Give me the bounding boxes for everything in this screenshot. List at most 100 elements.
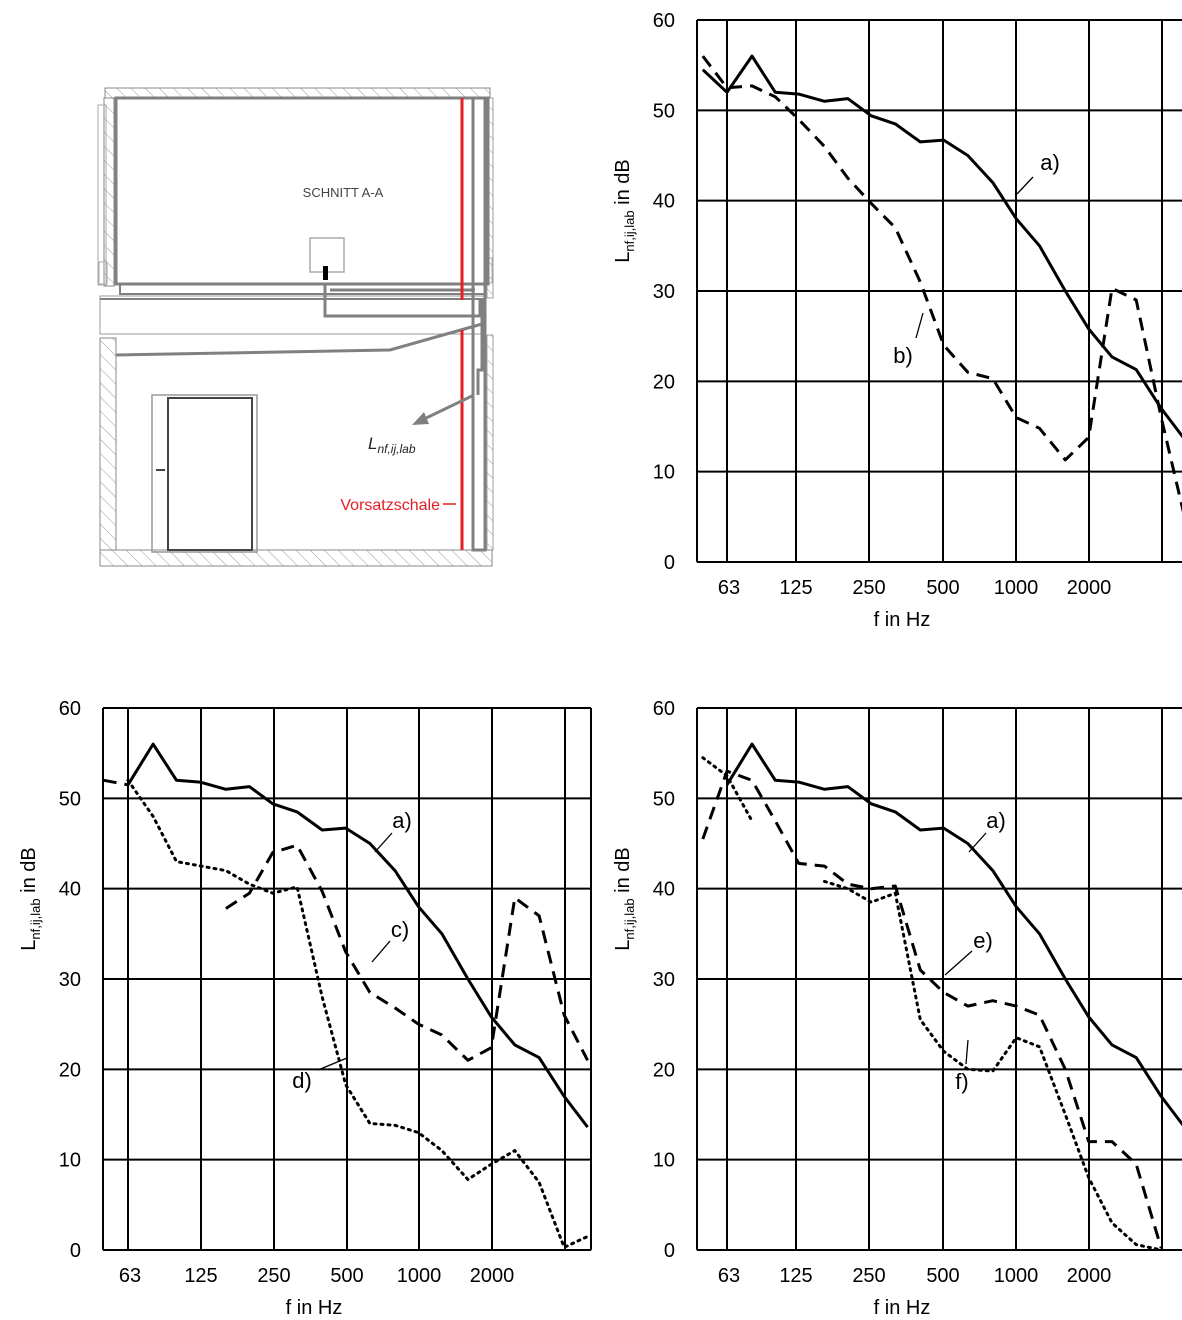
series-line-b (701, 55, 1182, 513)
left-window-lower (98, 261, 108, 285)
annotation-label-a: a) (986, 808, 1006, 833)
chart-panel-2: 0 10 20 30 40 50 60 63 125 250 500 1000 2000 f in Hz L… (18, 698, 592, 1319)
annotation-label-a: a) (1040, 150, 1060, 175)
y-axis-label-main: L (612, 940, 634, 951)
annotation-label-f: f) (955, 1069, 968, 1094)
x-axis-label: f in Hz (874, 609, 931, 631)
x-axis-label: f in Hz (286, 1297, 343, 1319)
series-line-d (126, 778, 590, 1249)
x-tick-label: 63 (718, 1265, 740, 1287)
y-axis-label-subscript: nf,ij,lab (622, 210, 637, 251)
y-tick-label: 30 (653, 281, 675, 303)
chart-panel-1: 0 10 20 30 40 50 60 63 125 250 500 1000 2000 f in Hz L… (612, 10, 1182, 631)
door-frame (151, 394, 258, 553)
annotation-leader (944, 950, 973, 976)
annotation-label-d: d) (292, 1068, 312, 1093)
annotation-leader (1016, 176, 1034, 195)
y-tick-label: 50 (59, 788, 81, 810)
x-tick-label: 250 (852, 1265, 885, 1287)
y-axis-label-main: L (18, 940, 40, 951)
y-tick-label: 10 (653, 462, 675, 484)
x-tick-label: 1000 (397, 1265, 442, 1287)
annotation-leader (915, 312, 924, 339)
x-tick-label: 125 (779, 1265, 812, 1287)
x-tick-label: 500 (330, 1265, 363, 1287)
section-label: SCHNITT A-A (303, 185, 384, 200)
annotation-label-e: e) (973, 928, 993, 953)
x-tick-label: 250 (852, 577, 885, 599)
series-line-a (725, 742, 1182, 1127)
annotation-leader (965, 1039, 969, 1065)
x-tick-label: 250 (257, 1265, 290, 1287)
y-tick-label: 40 (653, 191, 675, 213)
x-tick-label: 1000 (994, 577, 1039, 599)
y-tick-label: 60 (653, 698, 675, 720)
y-tick-label: 50 (653, 100, 675, 122)
annotation-leader (968, 832, 987, 853)
lining-label: Vorsatzschale (340, 497, 440, 514)
y-tick-label: 0 (664, 1240, 675, 1262)
x-tick-label: 2000 (1067, 577, 1112, 599)
x-tick-label: 2000 (470, 1265, 515, 1287)
annotation-leader (374, 832, 393, 853)
y-tick-label: 0 (664, 552, 675, 574)
flank-arrow-head (412, 412, 429, 425)
floor-slab (99, 549, 493, 567)
y-tick-label: 20 (653, 371, 675, 393)
series-line-f (701, 756, 1163, 1252)
y-tick-label: 10 (59, 1150, 81, 1172)
x-tick-label: 500 (926, 577, 959, 599)
measure-label-main: L (368, 434, 377, 453)
y-axis-label: Lnf,ij,lab in dB (612, 159, 637, 262)
y-axis-label-subscript: nf,ij,lab (622, 898, 637, 939)
left-window (97, 104, 107, 286)
x-tick-label: 125 (779, 577, 812, 599)
x-tick-label: 125 (184, 1265, 217, 1287)
annotation-leader (371, 940, 391, 963)
y-tick-label: 10 (653, 1150, 675, 1172)
pipe-path (323, 284, 482, 318)
x-tick-label: 63 (119, 1265, 141, 1287)
x-tick-label: 500 (926, 1265, 959, 1287)
annotation-label-a: a) (392, 808, 412, 833)
duct (476, 300, 484, 395)
lower-left-wall (99, 337, 117, 551)
x-axis-label: f in Hz (874, 1297, 931, 1319)
annotation-leader (317, 1057, 348, 1071)
annotation-label-c: c) (391, 917, 409, 942)
door-leaf (167, 397, 253, 551)
x-tick-label: 63 (718, 577, 740, 599)
y-tick-label: 50 (653, 788, 675, 810)
y-axis-label-unit: in dB (18, 847, 40, 898)
measure-label: Lnf,ij,lab (368, 434, 416, 456)
y-axis-label: Lnf,ij,lab in dB (18, 847, 43, 950)
series-line-e (701, 769, 1163, 1249)
y-tick-label: 40 (653, 879, 675, 901)
y-tick-label: 40 (59, 879, 81, 901)
section-drawing: SCHNITT A-A Lnf,ij,lab Vorsatzschale (97, 87, 494, 567)
y-tick-label: 30 (59, 969, 81, 991)
y-tick-label: 20 (59, 1059, 81, 1081)
y-tick-label: 20 (653, 1059, 675, 1081)
y-axis-label: Lnf,ij,lab in dB (612, 847, 637, 950)
measure-label-sub: nf,ij,lab (377, 442, 415, 456)
series-group (103, 742, 590, 1249)
x-tick-label: 2000 (1067, 1265, 1112, 1287)
suspended-ceiling (115, 322, 483, 357)
y-axis-label-unit: in dB (612, 159, 634, 210)
y-tick-label: 30 (653, 969, 675, 991)
y-tick-label: 60 (653, 10, 675, 32)
flank-arrow-line (421, 393, 475, 422)
y-axis-label-main: L (612, 252, 634, 263)
y-axis-label-subscript: nf,ij,lab (28, 898, 43, 939)
series-group (701, 54, 1182, 513)
annotation-label-b: b) (893, 343, 913, 368)
right-wall-lower (486, 334, 494, 551)
series-line-c (103, 778, 589, 1062)
series-line-a (126, 742, 589, 1129)
x-tick-label: 1000 (994, 1265, 1039, 1287)
upper-left-wall (103, 97, 115, 287)
chart-panel-3: 0 10 20 30 40 50 60 63 125 250 500 1000 2000 f in Hz L… (612, 698, 1182, 1319)
